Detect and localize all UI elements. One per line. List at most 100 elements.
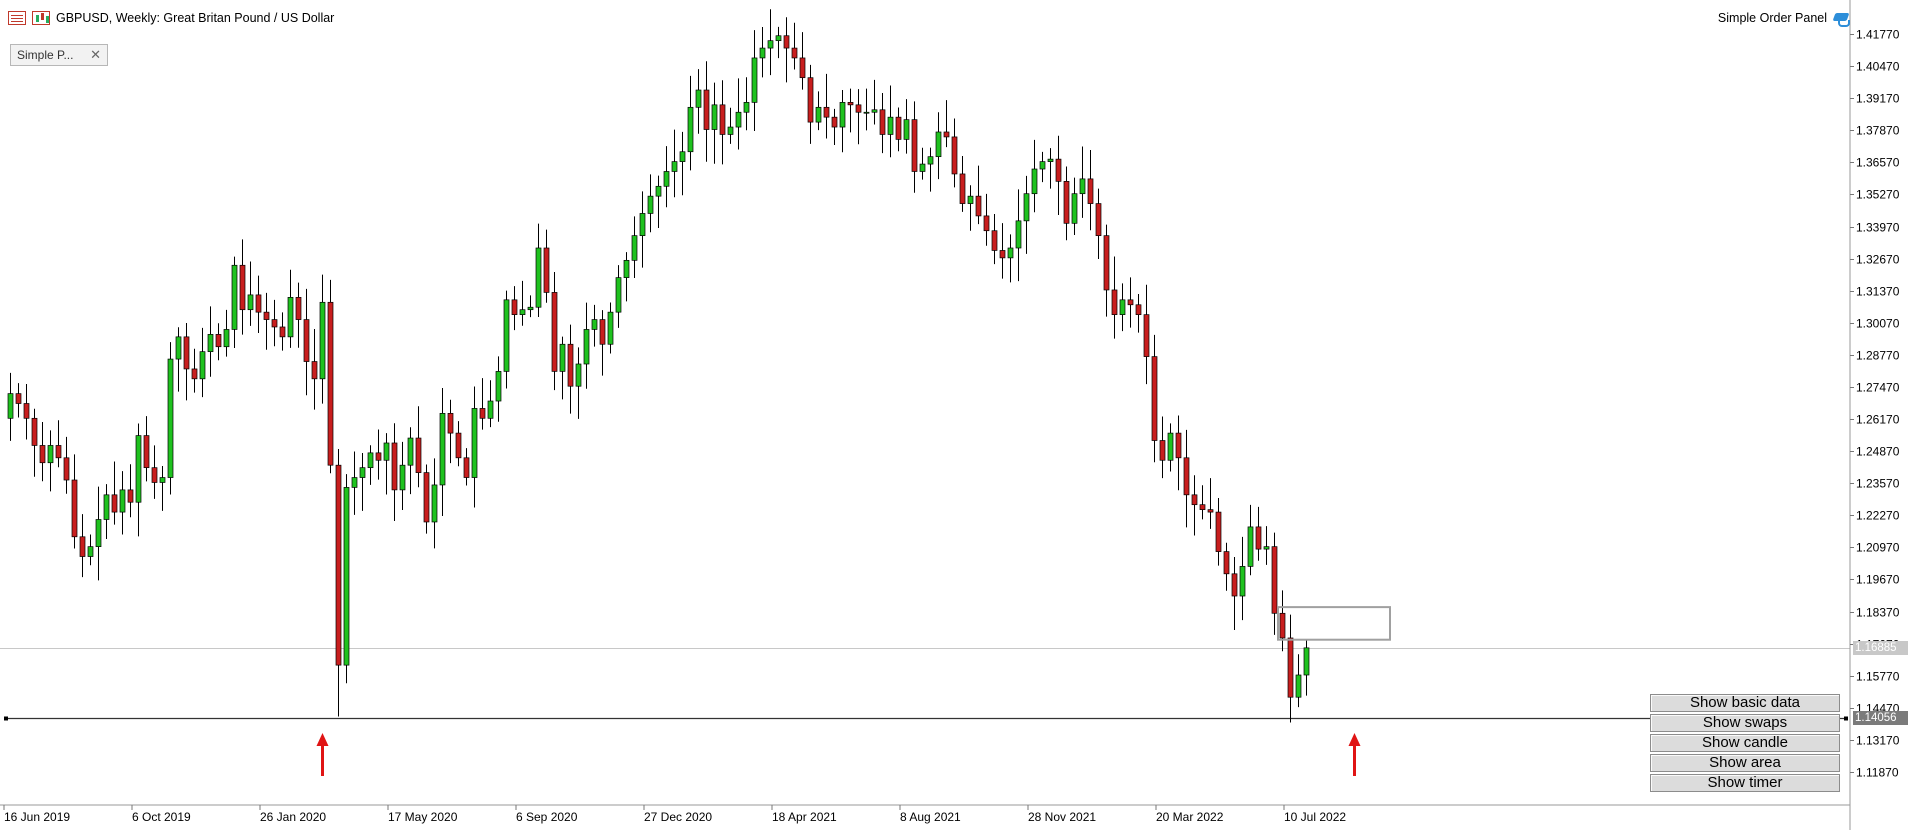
bull-candle bbox=[935, 131, 942, 158]
bull-candle bbox=[903, 119, 910, 140]
bull-candle bbox=[503, 299, 510, 372]
bull-candle bbox=[863, 111, 870, 114]
graduation-cap-icon bbox=[1832, 10, 1852, 27]
time-tick-label: 16 Jun 2019 bbox=[4, 810, 70, 824]
price-tick-label: 1.15770 bbox=[1856, 670, 1900, 684]
bull-candle bbox=[95, 519, 102, 548]
bear-candle bbox=[1191, 494, 1198, 506]
bear-candle bbox=[543, 247, 550, 293]
bull-candle bbox=[471, 408, 478, 478]
bear-candle bbox=[479, 408, 486, 419]
bear-candle bbox=[879, 109, 886, 135]
show-basic-data-button[interactable]: Show basic data bbox=[1650, 694, 1840, 712]
close-icon[interactable]: ✕ bbox=[90, 47, 101, 62]
bull-candle bbox=[383, 442, 390, 461]
bull-candle bbox=[871, 109, 878, 113]
bull-candle bbox=[103, 494, 110, 520]
bear-candle bbox=[991, 230, 998, 251]
bull-candle bbox=[1239, 566, 1246, 597]
bear-candle bbox=[1087, 178, 1094, 204]
time-tick-label: 17 May 2020 bbox=[388, 810, 458, 824]
bear-candle bbox=[183, 336, 190, 370]
bull-candle bbox=[1047, 158, 1054, 162]
chart-title-bar: GBPUSD, Weekly: Great Britan Pound / US … bbox=[8, 9, 334, 27]
price-tick-label: 1.23570 bbox=[1856, 477, 1900, 491]
bull-candle bbox=[47, 445, 54, 464]
bear-candle bbox=[1143, 314, 1150, 357]
price-tick-label: 1.41770 bbox=[1856, 28, 1900, 42]
price-tick-label: 1.22270 bbox=[1856, 509, 1900, 523]
time-tick-label: 6 Oct 2019 bbox=[132, 810, 191, 824]
bear-candle bbox=[463, 457, 470, 478]
symbol-list-icon[interactable] bbox=[8, 11, 26, 25]
time-tick-label: 6 Sep 2020 bbox=[516, 810, 578, 824]
bull-candle bbox=[887, 116, 894, 135]
bull-candle bbox=[399, 464, 406, 491]
minimized-indicator-window[interactable]: Simple P... ✕ bbox=[10, 44, 108, 66]
bull-candle bbox=[927, 156, 934, 165]
bear-candle bbox=[311, 361, 318, 380]
bid-price-tag: 1.16885 bbox=[1853, 641, 1908, 655]
time-tick-label: 26 Jan 2020 bbox=[260, 810, 326, 824]
bear-candle bbox=[375, 452, 382, 461]
bull-candle bbox=[1071, 193, 1078, 224]
bear-candle bbox=[423, 472, 430, 523]
show-area-button[interactable]: Show area bbox=[1650, 754, 1840, 772]
bull-candle bbox=[319, 301, 326, 380]
zone-box bbox=[1277, 606, 1391, 641]
bull-candle bbox=[167, 358, 174, 478]
bull-candle bbox=[671, 161, 678, 172]
bull-candle bbox=[287, 297, 294, 338]
order-panel-title: Simple Order Panel bbox=[1717, 11, 1827, 25]
show-swaps-button[interactable]: Show swaps bbox=[1650, 714, 1840, 732]
show-timer-button[interactable]: Show timer bbox=[1650, 774, 1840, 792]
bear-candle bbox=[1223, 551, 1230, 575]
bear-candle bbox=[1199, 504, 1206, 510]
bull-candle bbox=[711, 104, 718, 130]
chart-title: GBPUSD, Weekly: Great Britan Pound / US … bbox=[56, 11, 335, 25]
price-lines-layer bbox=[0, 648, 1850, 721]
bear-candle bbox=[791, 47, 798, 59]
bull-candle bbox=[1303, 647, 1310, 676]
bear-candle bbox=[327, 301, 334, 466]
price-tick-label: 1.35270 bbox=[1856, 188, 1900, 202]
bear-candle bbox=[143, 435, 150, 469]
bear-candle bbox=[831, 116, 838, 128]
bull-candle bbox=[647, 195, 654, 214]
bull-candle bbox=[583, 329, 590, 365]
bull-candle bbox=[623, 259, 630, 278]
bull-candle bbox=[247, 294, 254, 311]
bull-candle bbox=[695, 89, 702, 108]
bull-candle bbox=[343, 487, 350, 666]
bear-candle bbox=[959, 173, 966, 204]
arrow-up-icon bbox=[1348, 733, 1361, 776]
bear-candle bbox=[943, 131, 950, 138]
bull-candle bbox=[1263, 546, 1270, 550]
show-candle-button[interactable]: Show candle bbox=[1650, 734, 1840, 752]
bars-chart-icon[interactable] bbox=[32, 11, 50, 25]
bull-candle bbox=[1039, 161, 1046, 170]
bull-candle bbox=[967, 195, 974, 204]
order-panel-caption[interactable]: Simple Order Panel bbox=[1718, 9, 1852, 27]
price-tick-label: 1.18370 bbox=[1856, 606, 1900, 620]
bull-candle bbox=[7, 393, 14, 419]
overlay-layer bbox=[316, 606, 1391, 776]
simple-order-panel: Show basic data Show swaps Show candle S… bbox=[1650, 694, 1840, 794]
line-handle bbox=[1844, 716, 1848, 721]
bear-candle bbox=[271, 319, 278, 328]
bull-candle bbox=[591, 319, 598, 330]
bear-candle bbox=[447, 413, 454, 434]
bear-candle bbox=[71, 479, 78, 538]
bear-candle bbox=[1175, 432, 1182, 459]
bull-candle bbox=[1031, 168, 1038, 195]
bull-candle bbox=[631, 235, 638, 261]
candles-layer bbox=[7, 9, 1310, 723]
bull-candle bbox=[495, 371, 502, 402]
line-handle bbox=[4, 716, 8, 721]
bear-candle bbox=[1255, 526, 1262, 550]
price-tick-label: 1.37870 bbox=[1856, 124, 1900, 138]
bull-candle bbox=[751, 57, 758, 103]
